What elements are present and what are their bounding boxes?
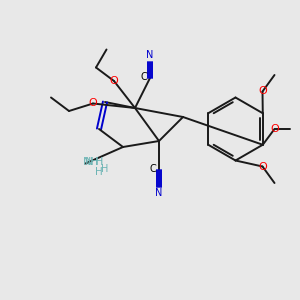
Text: H: H (95, 167, 103, 177)
Text: N: N (155, 188, 163, 198)
Text: O: O (258, 161, 267, 172)
Text: NH: NH (82, 157, 99, 167)
Text: C: C (149, 164, 156, 175)
Text: O: O (110, 76, 118, 86)
Text: O: O (270, 124, 279, 134)
Text: H: H (101, 164, 108, 174)
Text: N: N (85, 157, 93, 167)
Text: C: C (140, 72, 147, 82)
Text: O: O (258, 86, 267, 97)
Text: H: H (95, 157, 103, 167)
Text: N: N (146, 50, 154, 60)
Text: O: O (88, 98, 98, 109)
